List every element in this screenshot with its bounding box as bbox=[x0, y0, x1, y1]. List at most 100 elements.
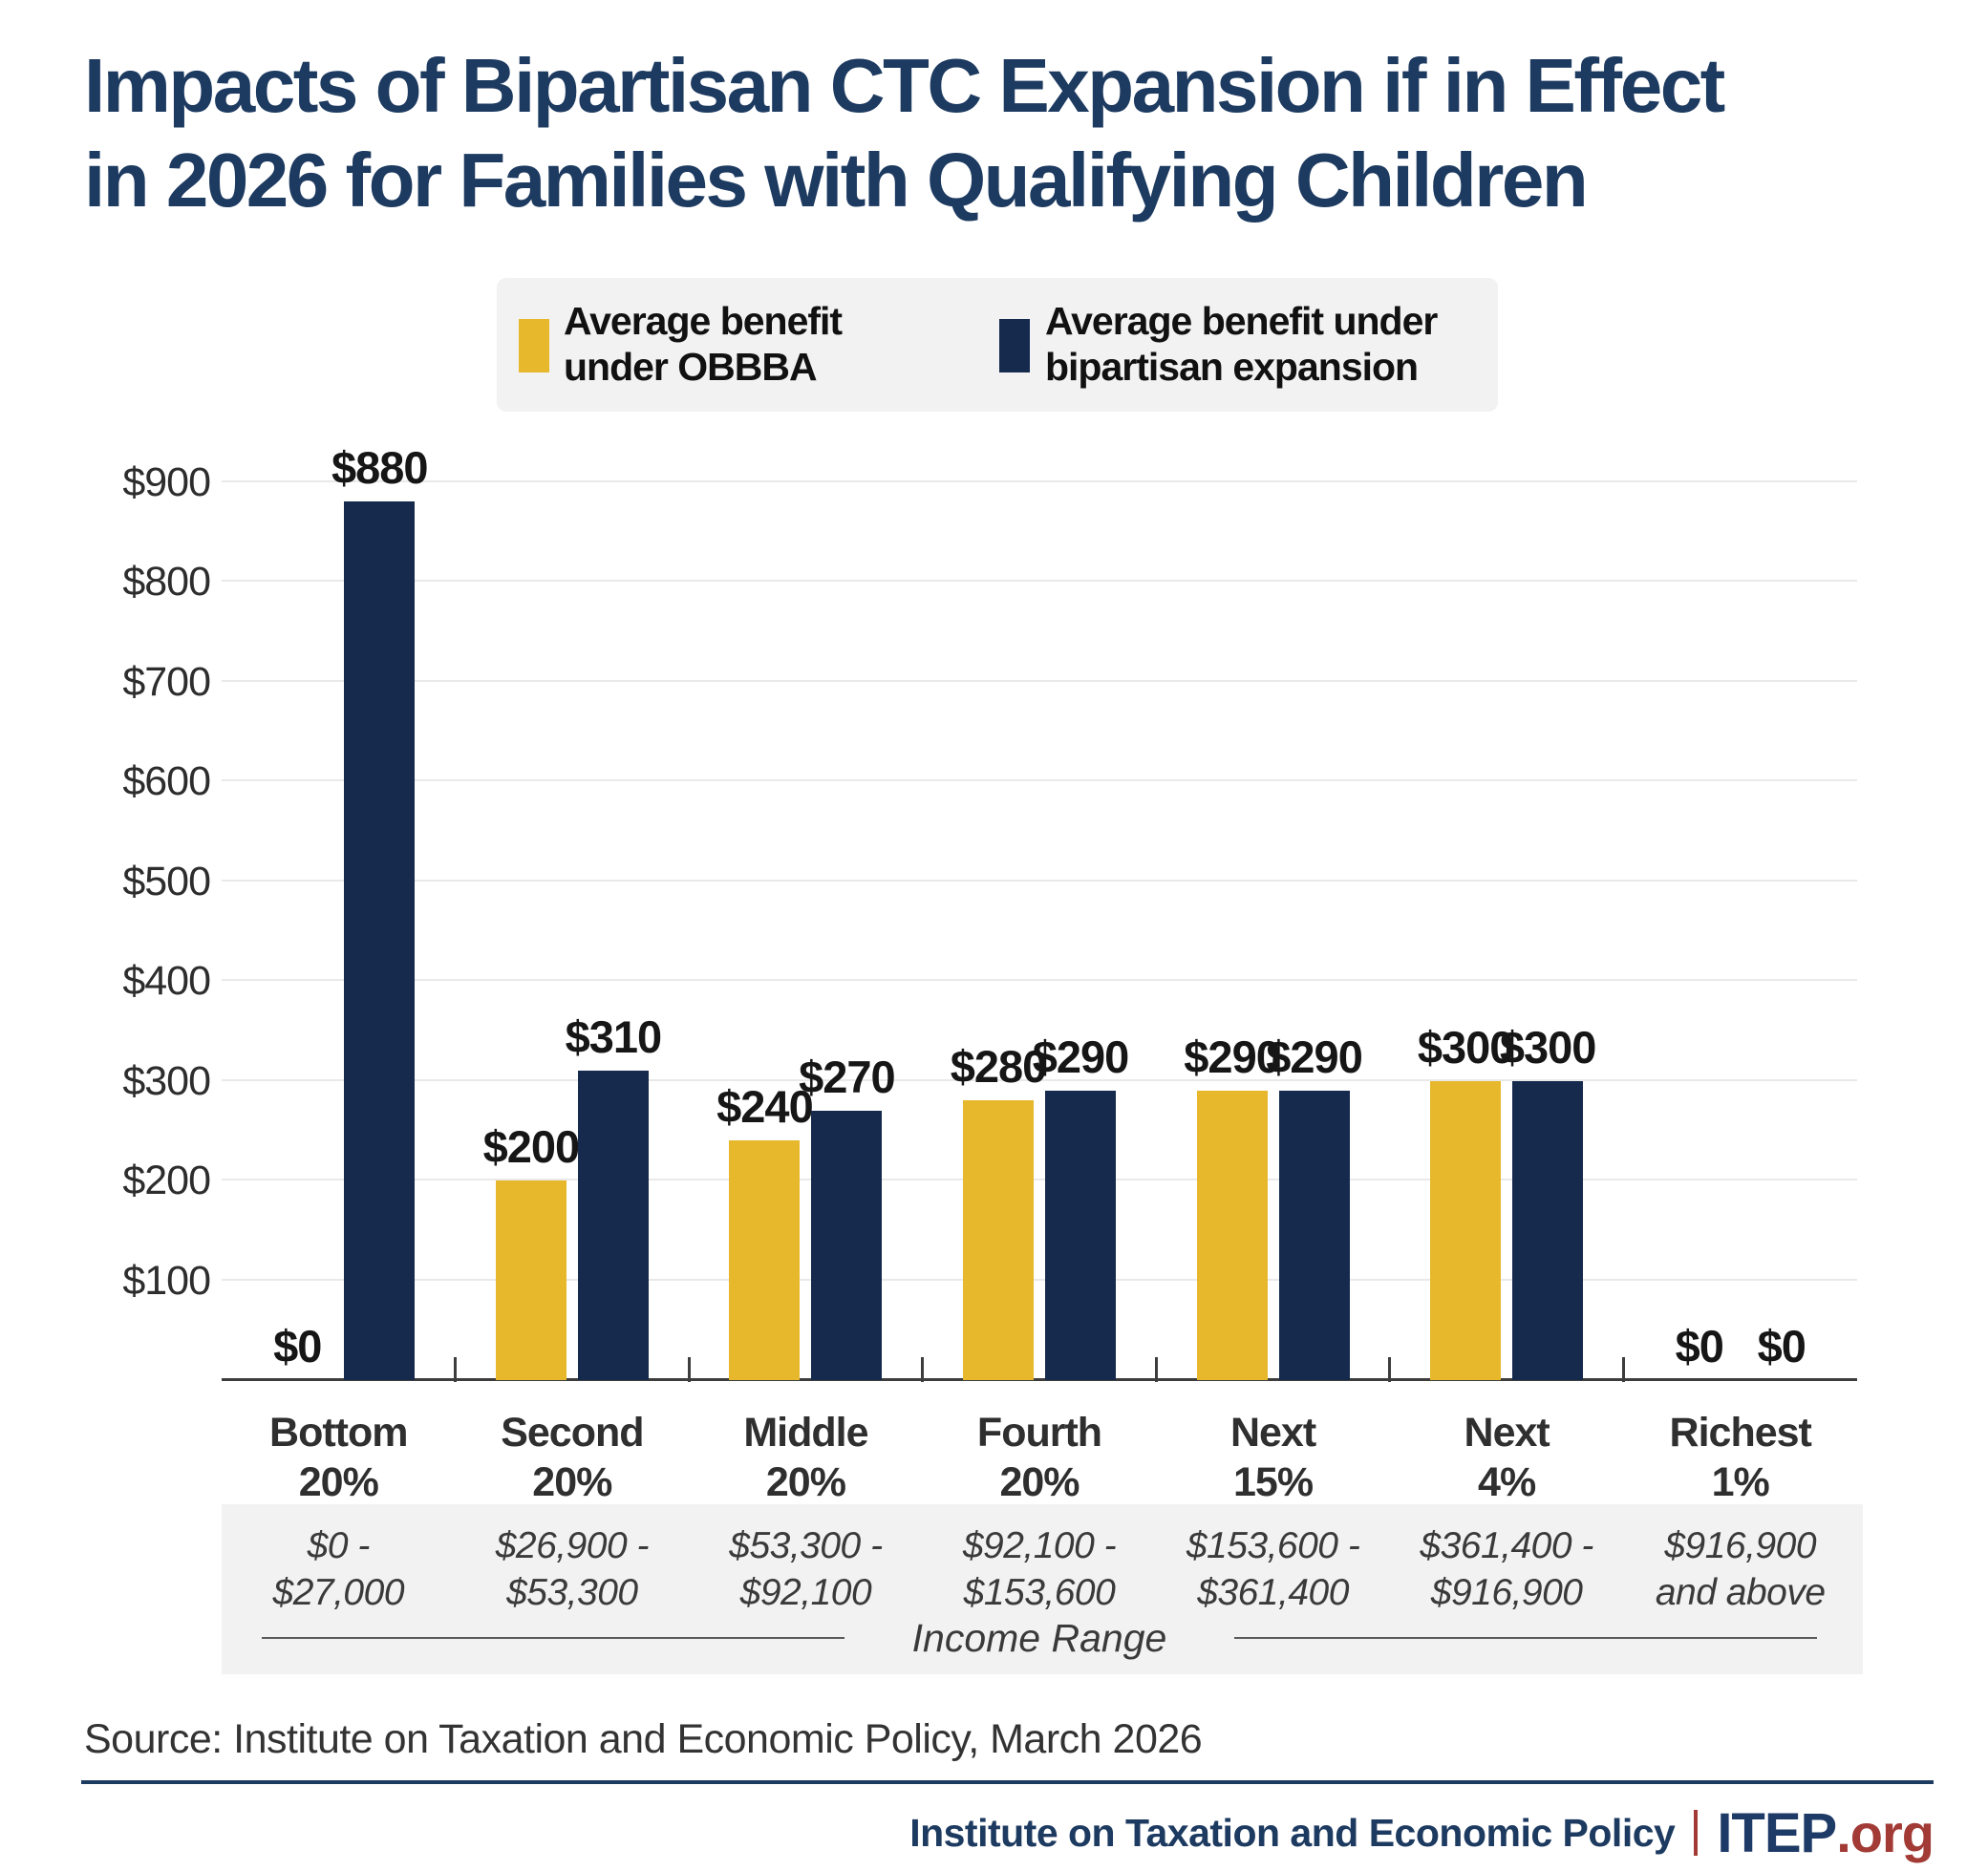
bar-value-label: $0 bbox=[273, 1321, 322, 1371]
legend-swatch-obbba-icon bbox=[519, 319, 549, 372]
gridline-200 bbox=[222, 1179, 1857, 1180]
y-axis-tick-label: $800 bbox=[122, 559, 211, 605]
x-axis-tick bbox=[687, 1357, 691, 1382]
category-label: Next 15% bbox=[1156, 1408, 1390, 1507]
income-range-line2: $361,400 bbox=[1197, 1572, 1349, 1613]
category-label: Middle 20% bbox=[689, 1408, 923, 1507]
income-range-line1: $53,300 - bbox=[729, 1525, 883, 1566]
income-range-line2: $53,300 bbox=[506, 1572, 638, 1613]
income-range-label: Income Range bbox=[911, 1616, 1167, 1660]
income-range-line1: $26,900 - bbox=[495, 1525, 650, 1566]
chart-title-line1: Impacts of Bipartisan CTC Expansion if i… bbox=[84, 43, 1725, 128]
category-label: Second 20% bbox=[456, 1408, 690, 1507]
income-range-value: $916,900 and above bbox=[1623, 1522, 1857, 1616]
y-axis-tick-label: $700 bbox=[122, 658, 211, 705]
category-label-line2: 4% bbox=[1478, 1459, 1536, 1505]
bar-value-label: $290 bbox=[1266, 1031, 1363, 1082]
bar-bipartisan bbox=[577, 1071, 649, 1380]
category-label: Richest 1% bbox=[1623, 1408, 1857, 1507]
income-range-value: $26,900 - $53,300 bbox=[456, 1522, 690, 1616]
category-label-line1: Fourth bbox=[976, 1410, 1102, 1456]
income-range-line2: $153,600 bbox=[963, 1572, 1116, 1613]
category-label-line1: Second bbox=[501, 1410, 644, 1456]
bar-group-fourth-20: $280 $290 bbox=[923, 439, 1157, 1380]
category-label-line2: 15% bbox=[1233, 1459, 1314, 1505]
income-range-value: $0 - $27,000 bbox=[222, 1522, 456, 1616]
income-range-line2: and above bbox=[1655, 1572, 1826, 1613]
legend-label-bipartisan-line2: bipartisan expansion bbox=[1045, 345, 1419, 389]
gridline-800 bbox=[222, 580, 1857, 582]
bar-group-second-20: $200 $310 bbox=[456, 439, 690, 1380]
bar-value-label: $290 bbox=[1184, 1031, 1281, 1082]
bar-value-label: $880 bbox=[331, 442, 429, 494]
x-axis-tick bbox=[1154, 1357, 1158, 1382]
bar-obbba bbox=[962, 1100, 1034, 1380]
income-caption-left-rule bbox=[262, 1637, 844, 1639]
legend-label-bipartisan-line1: Average benefit under bbox=[1045, 299, 1438, 343]
category-label-line2: 20% bbox=[765, 1459, 846, 1505]
bar-group-bottom-20: $0 $880 bbox=[222, 439, 456, 1380]
income-range-value: $153,600 - $361,400 bbox=[1156, 1522, 1390, 1616]
income-range-line2: $916,900 bbox=[1430, 1572, 1583, 1613]
bar-bipartisan bbox=[344, 501, 416, 1380]
legend-item-bipartisan: Average benefit under bipartisan expansi… bbox=[978, 278, 1498, 412]
legend-label-obbba-line2: under OBBBA bbox=[564, 345, 818, 389]
itep-logo: ITEP bbox=[1717, 1801, 1837, 1864]
bar-value-label: $300 bbox=[1417, 1021, 1515, 1073]
bar-value-label: $280 bbox=[950, 1041, 1048, 1093]
income-range-line1: $92,100 - bbox=[962, 1525, 1117, 1566]
category-label-line2: 20% bbox=[999, 1459, 1080, 1505]
bar-obbba bbox=[495, 1180, 566, 1380]
bar-bipartisan bbox=[1278, 1090, 1350, 1380]
bar-group-middle-20: $240 $270 bbox=[689, 439, 923, 1380]
income-range-value: $361,400 - $916,900 bbox=[1390, 1522, 1624, 1616]
category-label: Bottom 20% bbox=[222, 1408, 456, 1507]
bar-bipartisan bbox=[1512, 1080, 1584, 1380]
gridline-700 bbox=[222, 679, 1857, 682]
gridline-300 bbox=[222, 1078, 1857, 1081]
y-axis-tick-label: $400 bbox=[122, 958, 211, 1004]
income-range-line1: $361,400 - bbox=[1420, 1525, 1593, 1566]
category-label-line1: Richest bbox=[1669, 1410, 1812, 1456]
legend-label-bipartisan: Average benefit under bipartisan expansi… bbox=[1045, 298, 1438, 390]
chart-title-line2: in 2026 for Families with Qualifying Chi… bbox=[84, 138, 1589, 223]
chart-title: Impacts of Bipartisan CTC Expansion if i… bbox=[84, 38, 1947, 227]
legend: Average benefit under OBBBA Average bene… bbox=[497, 278, 1498, 412]
category-label-line1: Next bbox=[1229, 1410, 1316, 1456]
income-range-line1: $916,900 bbox=[1664, 1525, 1817, 1566]
bar-value-label: $200 bbox=[482, 1121, 581, 1172]
bar-bipartisan bbox=[1044, 1090, 1116, 1380]
y-axis-tick-label: $300 bbox=[122, 1057, 211, 1104]
income-range-value: $92,100 - $153,600 bbox=[923, 1522, 1157, 1616]
footer: Institute on Taxation and Economic Polic… bbox=[909, 1801, 1935, 1864]
x-axis-tick bbox=[454, 1357, 458, 1382]
category-label-line2: 1% bbox=[1711, 1459, 1770, 1505]
plot-area: $100 $200 $300 $400 $500 $600 $700 $800 $900 $0 $8… bbox=[122, 439, 1857, 1382]
bar-value-label: $310 bbox=[565, 1011, 663, 1063]
y-axis-tick-label: $900 bbox=[122, 458, 211, 505]
bar-group-richest-1: $0 $0 bbox=[1623, 439, 1857, 1380]
gridline-100 bbox=[222, 1278, 1857, 1281]
legend-item-obbba: Average benefit under OBBBA bbox=[497, 278, 974, 412]
y-axis-tick-label: $200 bbox=[122, 1158, 211, 1203]
source-note: Source: Institute on Taxation and Econom… bbox=[84, 1716, 1203, 1762]
bar-bipartisan bbox=[811, 1110, 883, 1380]
bar-value-label: $240 bbox=[716, 1081, 814, 1133]
bar-obbba bbox=[729, 1140, 801, 1380]
bar-value-label: $270 bbox=[799, 1051, 896, 1102]
gridline-600 bbox=[222, 779, 1857, 781]
bar-obbba bbox=[1430, 1080, 1502, 1380]
income-range-line1: $0 - bbox=[307, 1525, 371, 1566]
category-label-line2: 20% bbox=[298, 1459, 379, 1505]
category-label-line1: Bottom bbox=[269, 1410, 408, 1456]
x-axis-tick bbox=[921, 1357, 925, 1382]
bar-value-label: $0 bbox=[1675, 1321, 1724, 1371]
income-caption-right-rule bbox=[1234, 1637, 1817, 1639]
bar-value-label: $0 bbox=[1757, 1321, 1806, 1371]
y-axis-tick-label: $500 bbox=[122, 858, 211, 904]
income-range-value: $53,300 - $92,100 bbox=[689, 1522, 923, 1616]
category-label-line1: Next bbox=[1464, 1410, 1550, 1456]
legend-label-obbba-line1: Average benefit bbox=[564, 299, 843, 343]
category-label-line1: Middle bbox=[743, 1410, 868, 1456]
